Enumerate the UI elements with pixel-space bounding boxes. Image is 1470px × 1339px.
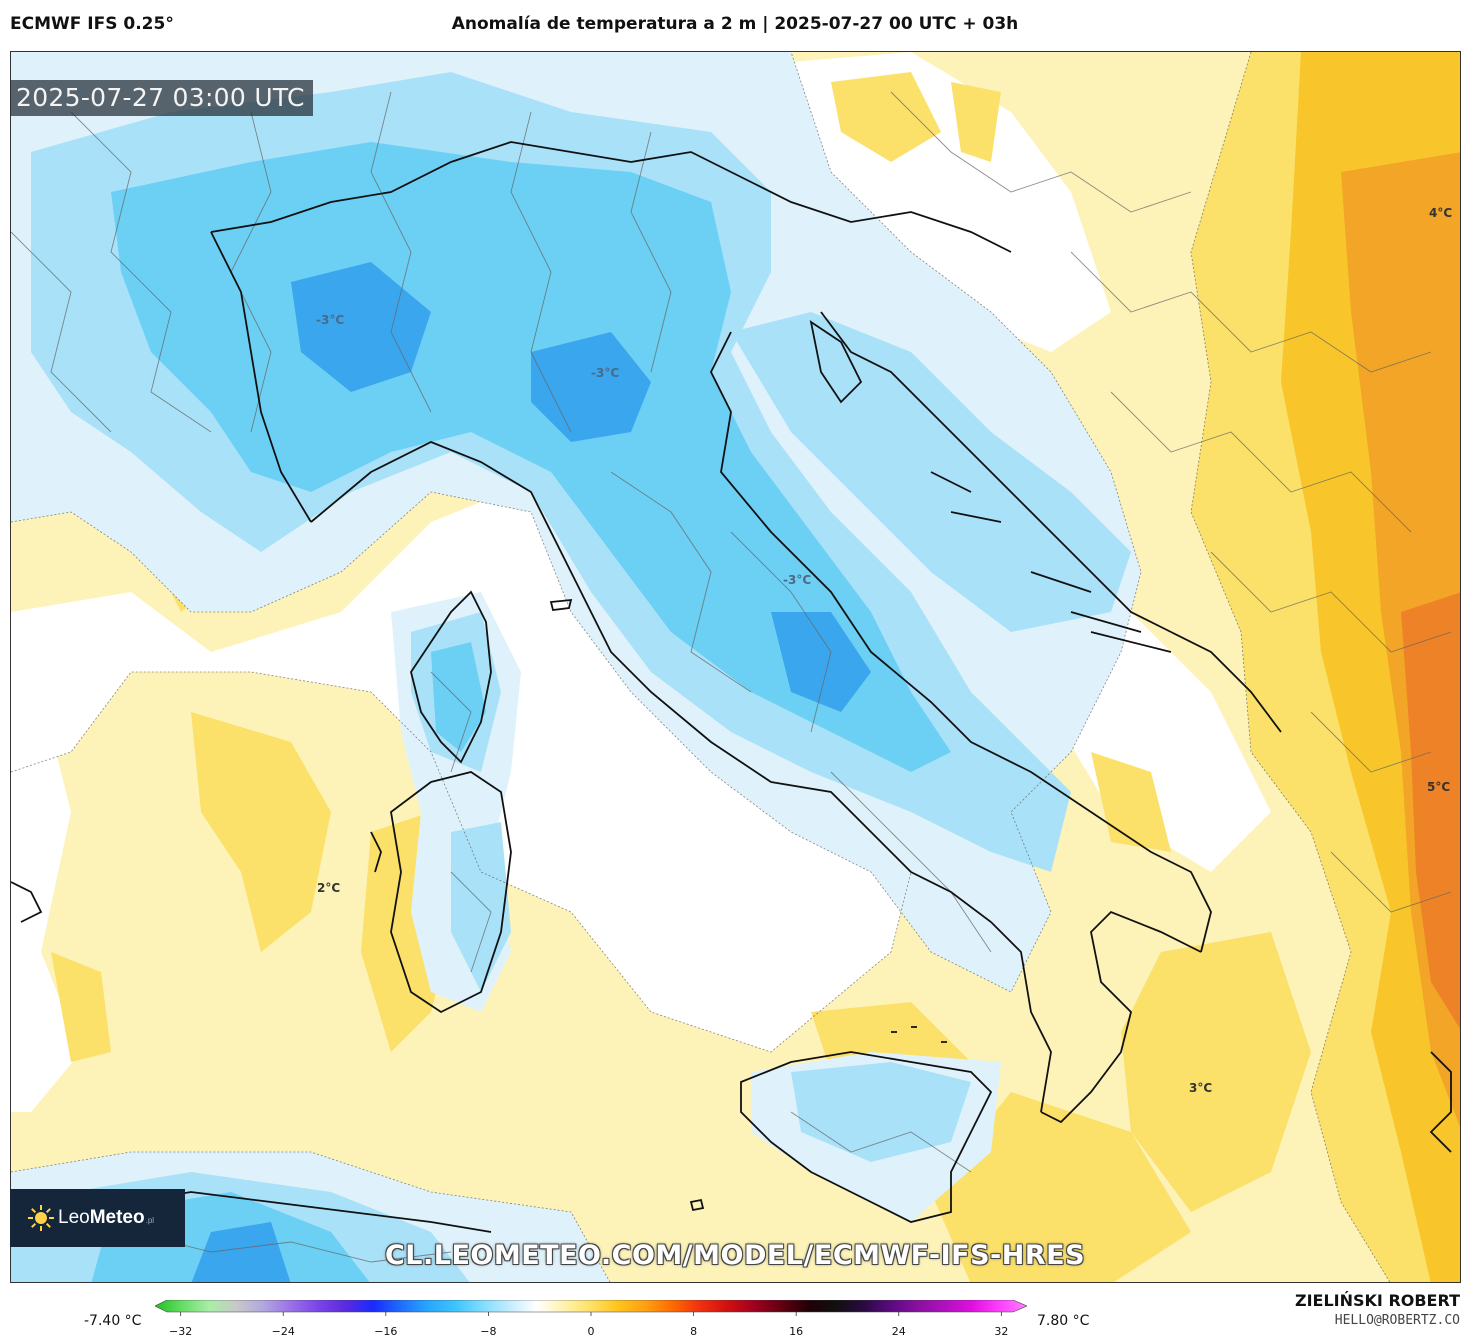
colorbar-tick-label: −24	[271, 1325, 295, 1338]
coastlines	[11, 141, 1452, 1233]
sicily-coast	[740, 1051, 993, 1223]
map-panel[interactable]: -3°C -3°C -3°C 2°C 3°C 4°C 5°C	[10, 51, 1461, 1283]
logo-wordmark: LeoMeteo.pl	[58, 1207, 155, 1228]
italy-east-coast	[709, 331, 1212, 953]
contour-label-sardinia-west: 2°C	[317, 881, 340, 895]
temperature-anomaly-map: -3°C -3°C -3°C 2°C 3°C 4°C 5°C	[11, 52, 1460, 1282]
colorbar-bar	[155, 1300, 1027, 1313]
colorbar-tick-label: 24	[891, 1325, 906, 1338]
leometeo-logo[interactable]: LeoMeteo.pl	[10, 1189, 185, 1247]
colorbar-tick-label: 32	[994, 1325, 1009, 1338]
italy-south-coast	[1040, 910, 1202, 1124]
warm-zone-north-spots	[671, 72, 1001, 162]
sardinia-southwest	[370, 831, 382, 873]
corsica-coast	[410, 590, 492, 764]
contour-label-hungary: 4°C	[1429, 206, 1452, 220]
france-border	[210, 231, 312, 523]
cold-zone-strong-corsica	[431, 642, 486, 752]
author-email[interactable]: HELLO@ROBERTZ.CO	[1334, 1313, 1460, 1328]
warm-zone-balkan-hot	[1401, 592, 1460, 1029]
contour-label-po-valley: -3°C	[591, 366, 619, 380]
aeolian	[891, 1026, 947, 1043]
temperature-colorbar	[155, 1300, 1027, 1316]
colorbar-tick-label: 8	[690, 1325, 698, 1338]
sardinia-coast	[390, 771, 512, 1014]
balearic-edge	[11, 881, 43, 923]
contour-label-alps: -3°C	[316, 313, 344, 327]
warm-zone-sardinia-west	[191, 712, 331, 952]
colorbar-max-label: 7.80 °C	[1037, 1313, 1090, 1329]
contour-label-central-italy: -3°C	[783, 573, 811, 587]
map-title: Anomalía de temperatura a 2 m | 2025-07-…	[451, 14, 1019, 34]
colorbar-tick-label: 0	[587, 1325, 595, 1338]
colorbar-tickmarks	[180, 1312, 1002, 1316]
model-name: ECMWF IFS 0.25°	[10, 14, 174, 34]
sun-icon	[28, 1205, 54, 1231]
elba	[549, 598, 573, 611]
author-name: ZIELIŃSKI ROBERT	[1294, 1291, 1460, 1310]
dalmatia-coast	[820, 311, 1282, 733]
croatian-islands	[930, 471, 1172, 653]
istria-coast	[809, 320, 863, 404]
colorbar-tick-label: −8	[480, 1325, 497, 1338]
contour-label-ionian: 3°C	[1189, 1081, 1212, 1095]
alpine-border	[210, 141, 1012, 253]
warm-zone-ionian	[1121, 932, 1311, 1212]
greek-coast	[1429, 1051, 1452, 1153]
contour-label-balkans: 5°C	[1427, 780, 1450, 794]
warm-zone-south	[931, 1092, 1191, 1282]
colorbar-tick-label: 16	[789, 1325, 804, 1338]
italy-west-coast	[310, 441, 1052, 1113]
source-url-watermark: CL.LEOMETEO.COM/MODEL/ECMWF-IFS-HRES	[384, 1240, 1086, 1271]
cold-zone-mid-sicily	[791, 1062, 971, 1162]
colorbar-tick-label: −32	[169, 1325, 193, 1338]
malta	[689, 1198, 705, 1212]
colorbar-tick-label: −16	[374, 1325, 398, 1338]
valid-time-badge: 2025-07-27 03:00 UTC	[10, 80, 313, 116]
anomaly-contours	[11, 52, 1391, 1282]
colorbar-min-label: -7.40 °C	[84, 1313, 142, 1329]
